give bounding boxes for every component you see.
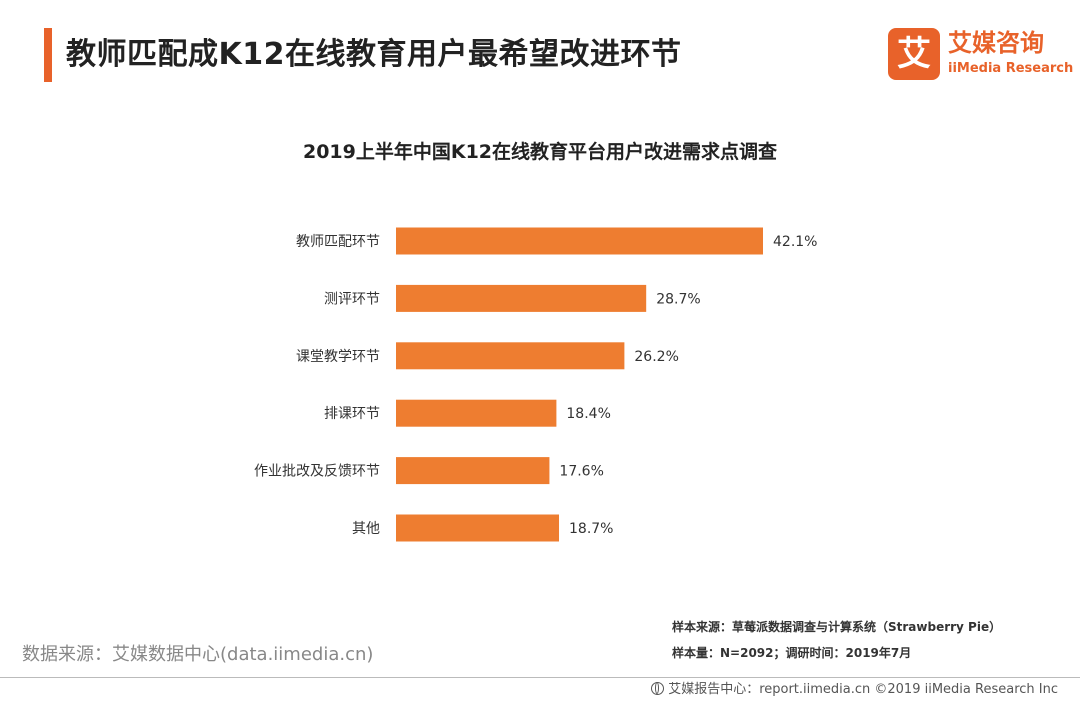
category-label: 课堂教学环节 xyxy=(296,349,380,365)
bar xyxy=(396,399,557,427)
value-label: 42.1% xyxy=(773,234,817,250)
bar xyxy=(396,284,647,312)
category-label: 测评环节 xyxy=(324,291,380,307)
category-label: 作业批改及反馈环节 xyxy=(254,464,380,480)
bar xyxy=(396,342,625,370)
category-label: 教师匹配环节 xyxy=(296,234,380,250)
value-label: 18.7% xyxy=(569,521,613,537)
bar xyxy=(396,227,763,255)
logo-name-cn: 艾媒咨询 xyxy=(948,29,1044,57)
category-label: 排课环节 xyxy=(324,406,380,422)
category-label: 其他 xyxy=(352,521,380,537)
footer: 艾媒报告中心：report.iimedia.cn ©2019 iiMedia R… xyxy=(651,680,1058,700)
logo-name-en: iiMedia Research xyxy=(948,61,1074,76)
footer-text: 艾媒报告中心：report.iimedia.cn ©2019 iiMedia R… xyxy=(668,682,1058,697)
page-title: 教师匹配成K12在线教育用户最希望改进环节 xyxy=(66,37,682,72)
value-label: 26.2% xyxy=(634,349,678,365)
footer-divider xyxy=(0,677,1080,678)
chart-title: 2019上半年中国K12在线教育平台用户改进需求点调查 xyxy=(302,141,778,163)
value-label: 28.7% xyxy=(656,291,700,307)
data-source: 数据来源：艾媒数据中心(data.iimedia.cn) xyxy=(22,644,374,665)
brand-logo: 艾 艾媒咨询 iiMedia Research xyxy=(888,26,1073,84)
value-label: 17.6% xyxy=(559,464,603,480)
globe-icon xyxy=(651,682,665,695)
sample-source-note: 样本来源：草莓派数据调查与计算系统（Strawberry Pie） xyxy=(672,620,1002,634)
value-label: 18.4% xyxy=(566,406,610,422)
logo-mark-icon: 艾 xyxy=(888,28,940,80)
title-accent-bar xyxy=(44,28,52,82)
sample-notes: 样本来源：草莓派数据调查与计算系统（Strawberry Pie） 样本量：N=… xyxy=(672,614,1001,666)
sample-info-note: 样本量：N=2092；调研时间：2019年7月 xyxy=(672,646,912,660)
bar xyxy=(396,514,560,542)
bar xyxy=(396,457,550,485)
